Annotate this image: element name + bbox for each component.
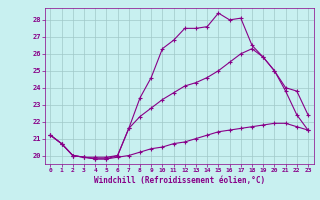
X-axis label: Windchill (Refroidissement éolien,°C): Windchill (Refroidissement éolien,°C) — [94, 176, 265, 185]
